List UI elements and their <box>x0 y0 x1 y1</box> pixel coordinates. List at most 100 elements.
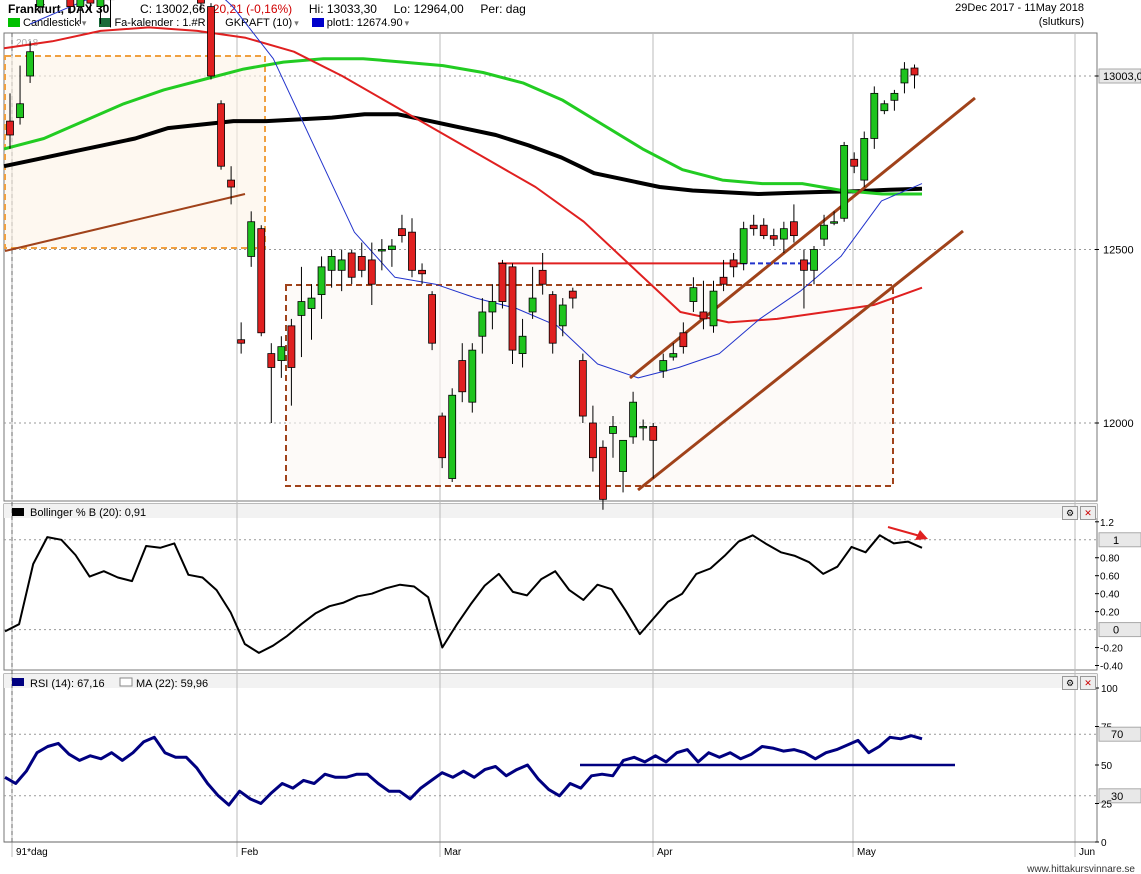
close-icon[interactable]: ✕ <box>1080 676 1096 690</box>
candle-down <box>578 360 587 417</box>
candle-down <box>790 221 798 237</box>
high-value: 13033,30 <box>326 2 377 16</box>
price-mode: (slutkurs) <box>1038 16 1084 28</box>
candle-up <box>840 144 849 219</box>
rsi-legend-swatch <box>12 678 24 686</box>
rsi-highlight-box <box>1098 726 1141 742</box>
candle-up <box>880 103 889 112</box>
rsi-panel-frame <box>3 673 1098 843</box>
bollinger-arrow-head-icon <box>915 530 928 540</box>
bollinger-highlight-box <box>1098 532 1141 548</box>
low-label: Lo: <box>393 2 411 16</box>
candle-down <box>910 67 919 76</box>
candle-down <box>267 353 276 368</box>
wrench-icon[interactable]: ⚙ <box>1062 506 1078 520</box>
bollinger-legend-swatch <box>12 508 24 516</box>
candle-down <box>568 290 577 299</box>
candle-down <box>367 259 376 285</box>
candle-up <box>739 228 748 264</box>
channel-lower-line <box>637 229 964 492</box>
candle-up <box>297 301 306 316</box>
plot1-swatch-icon <box>311 18 324 27</box>
chart-header: Frankfurt, DAX 30 C: 13002,66 -20,21 (-0… <box>0 0 1141 32</box>
candle-up <box>26 51 35 77</box>
candle-up <box>96 0 105 7</box>
candle-up <box>870 92 879 139</box>
legend-row: Candlestick▾ Fa-kalender : 1.#R▾ GKRAFT … <box>8 17 419 29</box>
rsi-tick-label: 0 <box>1101 838 1107 849</box>
bollinger-tick-label: 1 <box>1113 535 1119 547</box>
header-row-1: Frankfurt, DAX 30 C: 13002,66 -20,21 (-0… <box>8 2 526 16</box>
rsi-title: RSI (14): 67,16 <box>30 678 105 690</box>
chevron-down-icon[interactable]: ▾ <box>294 18 299 28</box>
rsi-ma-title: MA (22): 59,96 <box>136 678 208 690</box>
candle-up <box>659 360 668 372</box>
rsi-title-bar <box>4 674 1097 688</box>
bollinger-tick-label: 0 <box>1113 625 1119 637</box>
period-value: dag <box>505 2 526 16</box>
x-tick-label: Jun <box>1079 847 1095 858</box>
rsi-ma-legend-swatch <box>119 677 133 687</box>
candle-down <box>769 235 778 240</box>
candle-down <box>287 325 296 368</box>
ma-long-black-line <box>3 112 923 196</box>
candle-up <box>820 224 828 240</box>
chevron-down-icon[interactable]: ▾ <box>404 18 410 28</box>
candle-down <box>800 259 808 271</box>
legend-candlestick[interactable]: Candlestick ▾ <box>8 17 96 29</box>
x-tick-label: Apr <box>657 847 673 858</box>
candle-down <box>66 0 75 8</box>
candle-up <box>377 249 386 252</box>
bollinger-panel-frame <box>3 503 1098 671</box>
x-tick-label: Feb <box>241 847 259 858</box>
bollinger-tick-label: -0.20 <box>1100 644 1123 655</box>
candle-down <box>207 6 215 77</box>
candle-up <box>488 301 497 313</box>
candle-down <box>257 228 266 334</box>
candle-up <box>669 353 678 358</box>
bollinger-tick-label: 1.2 <box>1100 518 1114 529</box>
period-label: Per: <box>480 2 503 16</box>
candle-up <box>639 426 648 429</box>
channel-upper-line <box>629 96 976 380</box>
wrench-icon[interactable]: ⚙ <box>1062 676 1078 690</box>
legend-plot1[interactable]: plot1: 12674.90 ▾ <box>311 17 419 29</box>
rsi-line <box>4 734 923 807</box>
candlestick-swatch-icon <box>8 18 20 27</box>
candle-down <box>699 311 708 320</box>
rsi-tick-label: 100 <box>1101 684 1118 695</box>
rsi-tick-label: 30 <box>1111 791 1123 803</box>
candle-down <box>197 0 205 4</box>
candle-up <box>448 394 457 479</box>
candle-down <box>599 446 607 500</box>
candle-up <box>528 297 537 313</box>
candle-up <box>900 68 909 84</box>
candle-up <box>689 287 698 302</box>
close-icon[interactable]: ✕ <box>1080 506 1096 520</box>
candle-down <box>398 228 406 237</box>
candle-down <box>408 231 416 271</box>
candle-up <box>307 297 316 309</box>
candle-down <box>86 0 95 4</box>
candle-down <box>6 120 14 136</box>
candle-down <box>729 259 738 268</box>
bollinger-line <box>4 534 923 654</box>
candle-up <box>468 349 477 403</box>
candle-down <box>347 252 356 278</box>
candle-down <box>538 269 547 285</box>
candle-up <box>247 221 256 257</box>
change-value: -20,21 (-0,16%) <box>208 2 293 16</box>
candle-down <box>649 426 658 441</box>
rsi-tick-label: 25 <box>1101 800 1113 811</box>
bollinger-tick-label: 0.20 <box>1100 608 1120 619</box>
candle-down <box>357 256 366 271</box>
candle-up <box>327 256 336 271</box>
low-value: 12964,00 <box>413 2 464 16</box>
ma-blue-line <box>29 0 923 379</box>
bollinger-arrow-shaft <box>887 526 921 537</box>
bollinger-title: Bollinger % B (20): 0,91 <box>30 507 146 519</box>
price-tick-label: 12000 <box>1103 418 1134 430</box>
legend-gkraft[interactable]: GKRAFT (10) ▾ <box>225 17 299 29</box>
chevron-down-icon[interactable]: ▾ <box>81 18 87 28</box>
